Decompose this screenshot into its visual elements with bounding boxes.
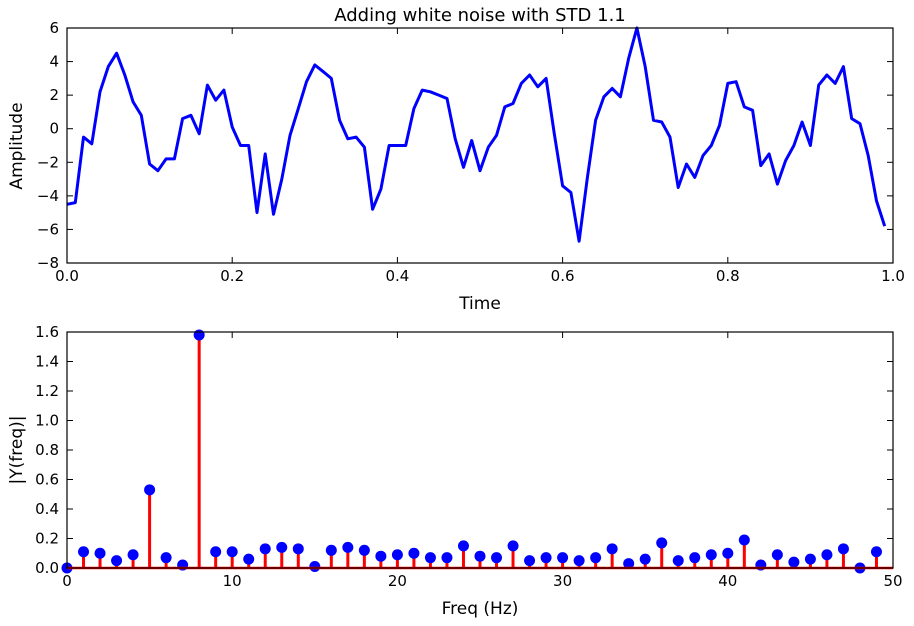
top-x-tick-label: 0.8 <box>716 267 740 285</box>
stem-marker <box>689 552 701 564</box>
x-axis-ticks: 0 10 20 30 40 50 <box>62 332 903 590</box>
top-x-tick-label: 0.0 <box>55 267 79 285</box>
x-axis-ticks: 0.0 0.2 0.4 0.6 0.8 1.0 <box>55 28 905 285</box>
plot-frame <box>66 331 894 569</box>
stem-marker <box>837 543 849 555</box>
stem-marker <box>424 552 436 564</box>
stem-marker <box>342 541 354 553</box>
stem-marker <box>358 544 370 556</box>
top-x-tick-label: 1.0 <box>881 267 905 285</box>
stem-marker <box>127 549 139 561</box>
stem-marker <box>656 537 668 549</box>
bot-y-tick-label: 1.0 <box>35 412 59 430</box>
top-y-tick-label: 4 <box>49 53 59 71</box>
y-axis-ticks: −8 −6 −4 −2 0 2 4 6 <box>37 19 893 272</box>
bot-y-tick-label: 0.2 <box>35 530 59 548</box>
stem-marker <box>524 555 536 567</box>
bot-y-tick-label: 0.4 <box>35 500 59 518</box>
stem-marker <box>705 549 717 561</box>
stem-marker <box>391 549 403 561</box>
bot-x-tick-label: 30 <box>553 572 572 590</box>
top-x-tick-label: 0.4 <box>385 267 409 285</box>
stem-marker <box>375 550 387 562</box>
plot-frame <box>66 27 894 264</box>
stem-marker <box>276 541 288 553</box>
stem-marker <box>160 552 172 564</box>
spectrum-series <box>61 329 893 574</box>
stem-marker <box>788 556 800 568</box>
bot-x-tick-label: 10 <box>223 572 242 590</box>
stem-marker <box>243 553 255 565</box>
stem-marker <box>78 546 90 558</box>
stem-marker <box>821 549 833 561</box>
top-y-tick-label: −6 <box>37 220 59 238</box>
stem-marker <box>557 552 569 564</box>
stem-marker <box>457 540 469 552</box>
stem-marker <box>507 540 519 552</box>
stem-marker <box>672 555 684 567</box>
y-axis-ticks: 0.0 0.2 0.4 0.6 0.8 1.0 1.2 1.4 1.6 <box>35 323 893 577</box>
y-axis-title: |Y(freq)| <box>7 416 27 485</box>
stem-marker <box>491 552 503 564</box>
stem-marker <box>259 543 271 555</box>
bot-x-tick-label: 0 <box>62 572 72 590</box>
stem-marker <box>722 547 734 559</box>
bot-x-tick-label: 50 <box>883 572 902 590</box>
frequency-domain-plot: 0.00.20.40.60.81.01.21.41.6 0 10 20 30 40 50 … <box>7 323 903 619</box>
top-x-tick-label: 0.2 <box>220 267 244 285</box>
stem-marker <box>474 550 486 562</box>
stem-marker <box>309 561 321 573</box>
signal-line <box>66 26 887 243</box>
top-y-tick-label: 2 <box>49 86 59 104</box>
bot-y-tick-label: 0.6 <box>35 471 59 489</box>
stem-marker <box>804 553 816 565</box>
stem-marker <box>408 547 420 559</box>
stem-marker <box>590 552 602 564</box>
stem-marker <box>606 543 618 555</box>
time-domain-plot: Adding white noise with STD 1.1 −8 −6 −4 −2… <box>7 5 905 314</box>
top-y-tick-label: −8 <box>37 254 59 272</box>
bot-y-tick-label: 0.0 <box>35 559 59 577</box>
stem-marker <box>738 534 750 546</box>
top-y-tick-label: 0 <box>49 120 59 138</box>
signal-series <box>66 26 887 243</box>
stem-marker <box>771 549 783 561</box>
y-axis-title: Amplitude <box>7 102 27 189</box>
stem-marker <box>441 552 453 564</box>
bot-y-tick-label: 1.4 <box>35 353 59 371</box>
top-x-tick-label: 0.6 <box>551 267 575 285</box>
bot-x-tick-label: 40 <box>718 572 737 590</box>
top-y-tick-label: 6 <box>49 19 59 37</box>
bot-x-tick-label: 20 <box>388 572 407 590</box>
stem-marker <box>325 544 337 556</box>
bot-y-tick-label: 1.2 <box>35 382 59 400</box>
stem-marker <box>623 558 635 570</box>
bot-y-tick-label: 1.6 <box>35 323 59 341</box>
stem-marker <box>573 555 585 567</box>
x-axis-title: Time <box>458 294 501 314</box>
stem-marker <box>870 546 882 558</box>
stem-marker <box>226 546 238 558</box>
top-y-tick-label: −2 <box>37 153 59 171</box>
stem-marker <box>210 546 222 558</box>
stem-marker <box>639 553 651 565</box>
stem-marker <box>193 329 205 341</box>
stem-marker <box>144 484 156 496</box>
stem-marker <box>111 555 123 567</box>
x-axis-title: Freq (Hz) <box>442 599 519 619</box>
top-y-tick-label: −4 <box>37 187 59 205</box>
stem-marker <box>540 552 552 564</box>
chart-title: Adding white noise with STD 1.1 <box>334 5 626 26</box>
stem-marker <box>94 547 106 559</box>
stem-marker <box>292 543 304 555</box>
bot-y-tick-label: 0.8 <box>35 441 59 459</box>
